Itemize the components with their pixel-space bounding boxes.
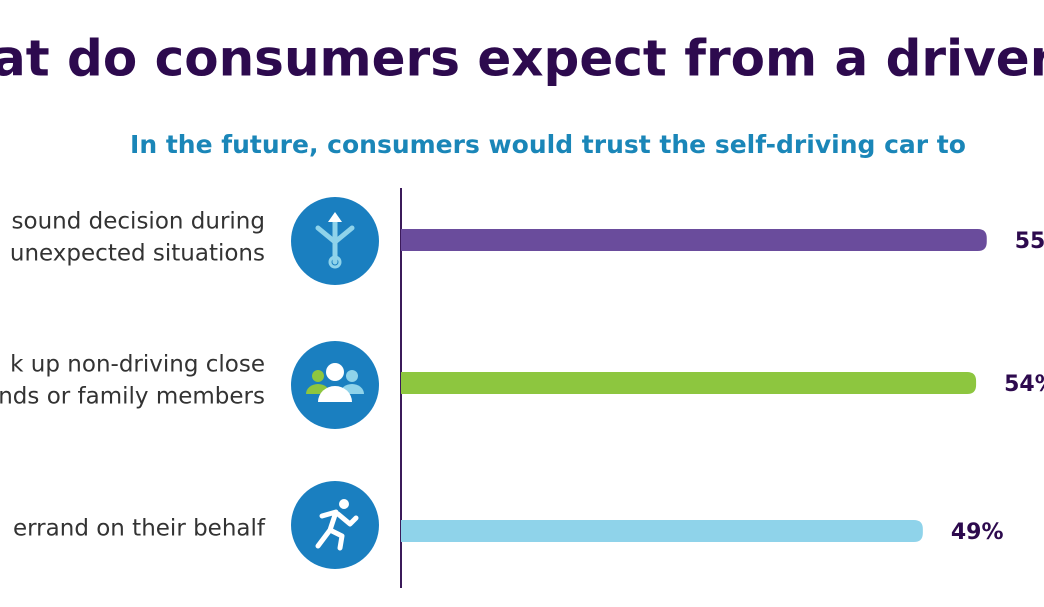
value-label: 55%	[1015, 229, 1044, 254]
value-label: 49%	[951, 520, 1004, 545]
bar	[401, 520, 923, 542]
bar	[401, 229, 987, 251]
bar	[401, 372, 977, 394]
category-label: sound decision during	[12, 209, 265, 235]
category-label: unexpected situations	[10, 241, 265, 267]
category-label: nds or family members	[0, 384, 265, 410]
chart-title: at do consumers expect from a driverless	[0, 30, 1044, 88]
icon-runner	[291, 481, 379, 569]
category-label: k up non-driving close	[10, 352, 265, 378]
icon-decision	[291, 197, 379, 285]
chart-subtitle: In the future, consumers would trust the…	[130, 130, 966, 159]
icon-people	[291, 341, 379, 429]
value-label: 54%	[1004, 372, 1044, 397]
category-label: errand on their behalf	[13, 516, 266, 542]
